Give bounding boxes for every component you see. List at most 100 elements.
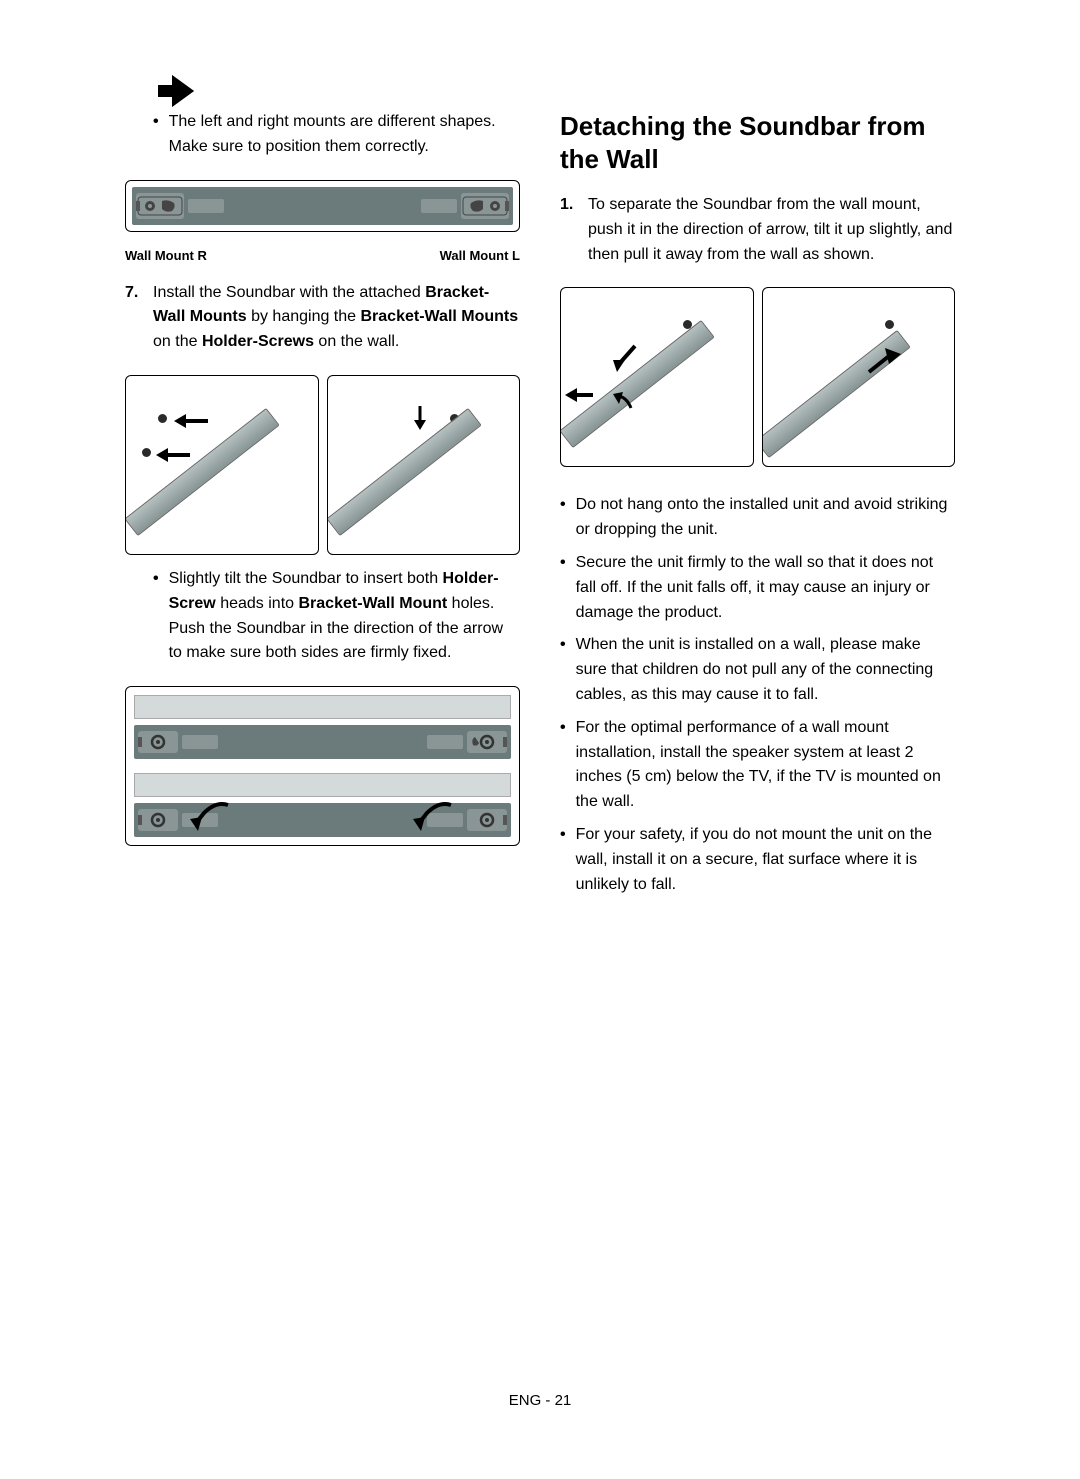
caution-item-4: • For your safety, if you do not mount t… <box>560 823 955 897</box>
diagram-iso-install <box>125 375 520 555</box>
caution-text: For your safety, if you do not mount the… <box>576 823 955 897</box>
push-arrow-icon <box>605 338 645 378</box>
arrow-pointer-2 <box>156 448 190 462</box>
arrow-pointer-1 <box>174 414 208 428</box>
caution-item-2: • When the unit is installed on a wall, … <box>560 633 955 707</box>
arrow-head-icon <box>174 414 186 428</box>
curved-arrow-icon <box>186 799 236 839</box>
down-arrow-icon <box>410 404 430 432</box>
diagram-detach <box>560 287 955 467</box>
wall-strip <box>134 695 511 719</box>
soundbar-strip <box>132 187 513 225</box>
bullet-marker: • <box>560 823 566 897</box>
step-1-text: To separate the Soundbar from the wall m… <box>588 193 955 267</box>
wall-strip <box>134 773 511 797</box>
mount-bracket-r <box>138 731 178 753</box>
screw-dot <box>142 448 151 457</box>
foot-tab-right <box>421 199 457 213</box>
step-1-number: 1. <box>560 193 578 267</box>
bullet-marker: • <box>560 716 566 815</box>
bracket-icon <box>138 731 178 753</box>
step-7: 7. Install the Soundbar with the attache… <box>125 281 520 355</box>
bullet-marker: • <box>560 551 566 625</box>
step7-bold3: Holder-Screws <box>202 333 314 350</box>
diagram-wall-mounts <box>125 180 520 232</box>
bracket-icon <box>467 809 507 831</box>
foot-tab-left <box>188 199 224 213</box>
b2-mid1: heads into <box>216 595 299 612</box>
diagram-push-insert <box>125 686 520 846</box>
step-7-text: Install the Soundbar with the attached B… <box>153 281 520 355</box>
bullet-marker: • <box>153 567 159 666</box>
iso-panel-right <box>327 375 521 555</box>
heading-detaching: Detaching the Soundbar from the Wall <box>560 110 955 175</box>
bracket-r-icon <box>136 193 184 219</box>
bullet-text: The left and right mounts are different … <box>169 110 520 160</box>
diagram1-labels: Wall Mount R Wall Mount L <box>125 248 520 263</box>
step-7-number: 7. <box>125 281 143 355</box>
step-1-detach: 1. To separate the Soundbar from the wal… <box>560 193 955 267</box>
step7-bold2: Bracket-Wall Mounts <box>361 308 519 325</box>
iso-soundbar <box>327 408 482 536</box>
caution-text: Secure the unit firmly to the wall so th… <box>576 551 955 625</box>
soundbar-strip <box>134 803 511 837</box>
bullet-item-tilt: • Slightly tilt the Soundbar to insert b… <box>153 567 520 666</box>
caution-list: • Do not hang onto the installed unit an… <box>560 493 955 905</box>
tilt-arrow-icon <box>609 388 639 418</box>
mount-bracket-l <box>461 193 509 219</box>
bullet-item-shapes: • The left and right mounts are differen… <box>153 110 520 160</box>
page-footer: ENG - 21 <box>0 1392 1080 1409</box>
arrow-stem-icon <box>186 419 208 423</box>
screw-dot <box>885 320 894 329</box>
caution-item-1: • Secure the unit firmly to the wall so … <box>560 551 955 625</box>
arrow-head-icon <box>172 75 194 107</box>
bracket-icon <box>138 809 178 831</box>
big-arrow-right <box>158 75 194 107</box>
detach-panel-right <box>762 287 956 467</box>
bullet-marker: • <box>560 493 566 543</box>
screw-dot <box>158 414 167 423</box>
bracket-l-icon <box>461 193 509 219</box>
soundbar-top-row <box>134 695 511 759</box>
mount-bracket-r <box>138 809 178 831</box>
soundbar-bottom-row <box>134 773 511 837</box>
foot-tab <box>427 735 463 749</box>
left-column: • The left and right mounts are differen… <box>125 110 520 905</box>
arrow-stem-icon <box>577 393 593 397</box>
arrow-stem-icon <box>168 453 190 457</box>
bullet-marker: • <box>153 110 159 160</box>
arrow-head-icon <box>565 388 577 402</box>
mount-bracket-l <box>467 809 507 831</box>
right-column: Detaching the Soundbar from the Wall 1. … <box>560 110 955 905</box>
bullet-section-2: • Slightly tilt the Soundbar to insert b… <box>153 567 520 674</box>
step7-mid2: on the <box>153 333 202 350</box>
caution-text: Do not hang onto the installed unit and … <box>576 493 955 543</box>
curved-arrow-icon <box>409 799 459 839</box>
mount-bracket-l <box>467 731 507 753</box>
bullet-section-1: • The left and right mounts are differen… <box>153 110 520 168</box>
mount-bracket-r <box>136 193 184 219</box>
b2-bold2: Bracket-Wall Mount <box>298 595 447 612</box>
detach-panel-left <box>560 287 754 467</box>
arrow-stem-icon <box>158 85 172 97</box>
step7-prefix: Install the Soundbar with the attached <box>153 284 425 301</box>
label-wall-mount-r: Wall Mount R <box>125 248 207 263</box>
label-wall-mount-l: Wall Mount L <box>440 248 520 263</box>
bullet-text-2: Slightly tilt the Soundbar to insert bot… <box>169 567 520 666</box>
bracket-icon <box>467 731 507 753</box>
arrow-head-icon <box>156 448 168 462</box>
iso-panel-left <box>125 375 319 555</box>
caution-text: When the unit is installed on a wall, pl… <box>576 633 955 707</box>
step7-suffix: on the wall. <box>314 333 399 350</box>
step7-mid1: by hanging the <box>247 308 361 325</box>
page-container: • The left and right mounts are differen… <box>0 0 1080 965</box>
soundbar-strip <box>134 725 511 759</box>
pull-away-arrow-icon <box>861 342 905 386</box>
caution-item-0: • Do not hang onto the installed unit an… <box>560 493 955 543</box>
caution-item-3: • For the optimal performance of a wall … <box>560 716 955 815</box>
caution-text: For the optimal performance of a wall mo… <box>576 716 955 815</box>
bullet-marker: • <box>560 633 566 707</box>
foot-tab <box>182 735 218 749</box>
pull-arrow <box>565 388 593 402</box>
b2-prefix: Slightly tilt the Soundbar to insert bot… <box>169 570 443 587</box>
